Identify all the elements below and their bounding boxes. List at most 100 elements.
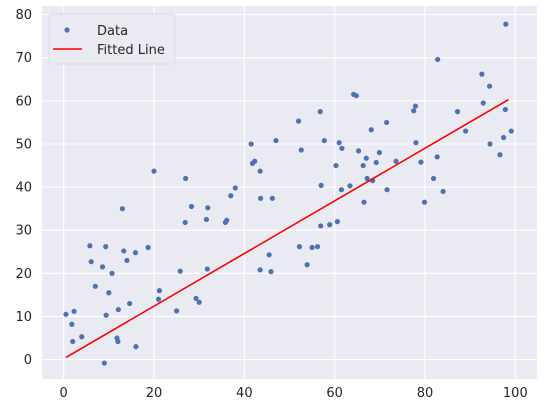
x-tick-label: 100 <box>503 386 528 401</box>
data-point <box>360 162 366 169</box>
legend-data-label: Data <box>97 24 128 39</box>
data-point <box>203 216 209 223</box>
y-tick-label: 60 <box>15 94 32 109</box>
data-point <box>248 141 254 147</box>
y-tick-label: 50 <box>15 137 32 152</box>
y-tick-label: 10 <box>15 310 32 325</box>
data-point <box>309 244 315 251</box>
data-point <box>421 199 428 205</box>
data-point <box>70 338 76 345</box>
data-point <box>411 108 417 114</box>
data-point <box>413 140 419 146</box>
data-point <box>109 270 115 276</box>
data-point <box>314 244 321 250</box>
data-point <box>232 185 238 191</box>
y-tick-label: 70 <box>15 51 32 66</box>
data-point <box>182 219 188 226</box>
data-point <box>257 168 263 174</box>
data-point <box>440 188 446 195</box>
data-point <box>373 159 379 166</box>
data-point <box>71 308 77 314</box>
data-point <box>317 109 323 115</box>
data-point <box>204 266 210 272</box>
data-point <box>92 283 98 289</box>
data-point <box>418 159 424 165</box>
legend-box <box>48 13 176 65</box>
fitted-line <box>65 98 509 359</box>
data-point <box>296 244 303 250</box>
data-point <box>479 71 485 77</box>
fitted-line-group <box>65 98 509 359</box>
data-point <box>88 259 94 265</box>
data-point <box>269 195 275 201</box>
data-point <box>298 147 304 153</box>
x-tick-label: 0 <box>60 386 68 401</box>
data-point <box>486 83 493 89</box>
data-point <box>151 168 157 174</box>
data-point <box>69 321 75 327</box>
data-point <box>188 203 195 210</box>
data-point <box>99 264 106 270</box>
y-tick-label: 40 <box>15 181 32 196</box>
data-point <box>363 155 369 161</box>
y-tick-label: 80 <box>15 8 32 23</box>
y-tick-labels: 0 10 20 30 40 50 60 70 80 <box>15 8 32 368</box>
data-point <box>252 158 258 164</box>
x-tick-label: 20 <box>146 386 163 401</box>
x-tick-label: 60 <box>326 386 343 401</box>
data-point <box>497 152 503 158</box>
y-tick-label: 30 <box>15 224 32 239</box>
data-point <box>502 106 508 113</box>
data-point <box>266 252 272 258</box>
data-point <box>155 296 162 302</box>
data-point <box>177 268 183 274</box>
data-point <box>333 162 339 169</box>
data-point <box>196 299 202 305</box>
data-point <box>376 150 382 156</box>
data-point <box>257 195 264 201</box>
data-point <box>384 187 390 193</box>
data-point <box>508 128 514 134</box>
data-point <box>321 137 327 144</box>
data-point <box>145 244 151 251</box>
data-point <box>463 128 469 134</box>
data-point <box>336 140 342 146</box>
data-point <box>103 244 109 250</box>
data-point <box>412 103 419 109</box>
data-point <box>257 267 263 273</box>
data-point <box>454 109 461 115</box>
data-point <box>318 182 324 188</box>
data-point <box>101 360 107 366</box>
data-point <box>356 148 362 154</box>
legend: Data Fitted Line <box>48 13 176 65</box>
data-point <box>106 290 112 296</box>
y-tick-label: 20 <box>15 267 32 282</box>
data-point <box>295 118 302 124</box>
data-point <box>193 295 199 301</box>
data-point <box>156 288 163 294</box>
data-point <box>334 219 340 225</box>
data-point <box>273 137 279 144</box>
data-point <box>361 199 367 205</box>
x-tick-label: 80 <box>417 386 434 401</box>
data-point <box>63 311 69 317</box>
data-point <box>127 300 133 307</box>
data-point <box>268 269 274 275</box>
data-point <box>132 250 139 256</box>
y-tick-label: 0 <box>24 353 32 368</box>
data-point <box>87 243 93 249</box>
data-point <box>121 248 127 254</box>
data-point <box>79 334 85 340</box>
data-point <box>347 183 353 189</box>
data-point <box>183 175 189 182</box>
data-point <box>339 145 345 151</box>
data-point <box>503 21 509 27</box>
data-point <box>173 308 180 314</box>
data-point <box>224 217 230 223</box>
data-point <box>115 306 121 313</box>
data-point <box>103 312 109 318</box>
data-point <box>384 119 390 126</box>
data-point <box>205 205 211 211</box>
data-point <box>393 158 399 164</box>
data-point <box>364 175 370 182</box>
